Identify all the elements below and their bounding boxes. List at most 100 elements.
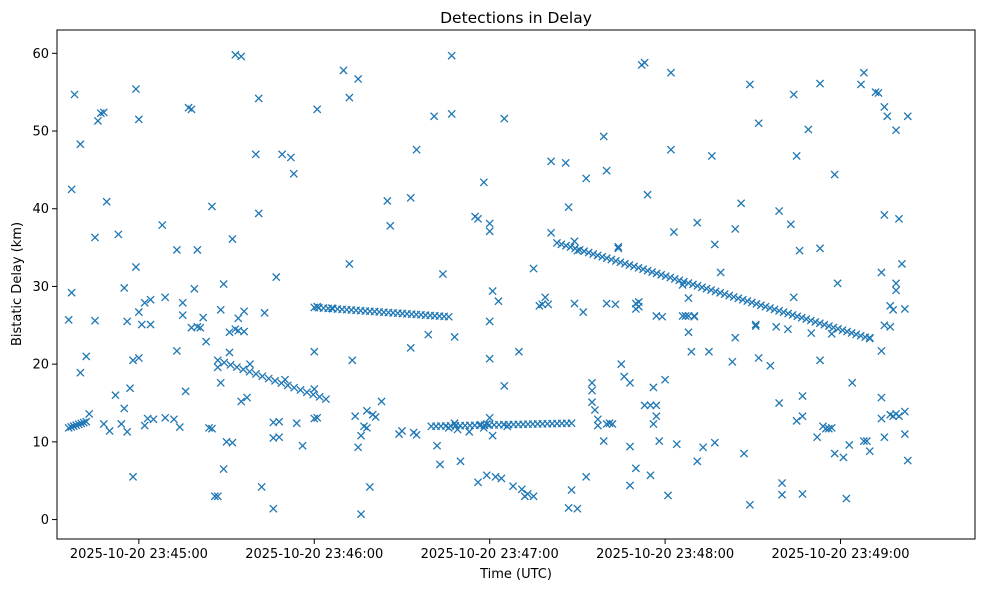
y-tick-label: 50 xyxy=(32,125,49,140)
data-point xyxy=(105,426,114,436)
data-point xyxy=(69,422,78,431)
data-point xyxy=(646,401,655,410)
data-point xyxy=(444,312,453,321)
data-point xyxy=(761,302,770,311)
data-point xyxy=(777,490,787,499)
data-point xyxy=(67,185,76,194)
data-point xyxy=(716,288,725,297)
data-point xyxy=(684,328,693,337)
data-point xyxy=(120,283,129,293)
data-point xyxy=(193,245,202,254)
data-point xyxy=(131,262,140,272)
data-point xyxy=(608,419,617,429)
data-point xyxy=(582,174,591,183)
data-point xyxy=(90,316,100,325)
data-point xyxy=(611,256,620,265)
data-point xyxy=(485,413,494,422)
data-point xyxy=(123,317,132,326)
data-point xyxy=(707,285,716,295)
data-point xyxy=(310,414,319,423)
data-point xyxy=(620,259,629,268)
data-point xyxy=(406,193,415,202)
data-point xyxy=(111,391,120,400)
data-point xyxy=(710,240,719,249)
data-point xyxy=(862,437,871,446)
data-point xyxy=(131,84,140,94)
x-tick-label: 2025-10-20 23:48:00 xyxy=(596,547,734,562)
data-point xyxy=(564,503,573,512)
data-point xyxy=(479,423,488,432)
data-point xyxy=(880,433,889,442)
data-point xyxy=(202,337,211,346)
data-point xyxy=(786,220,795,229)
data-point xyxy=(412,430,421,439)
data-point xyxy=(140,298,149,307)
data-point xyxy=(275,433,284,442)
data-point xyxy=(485,317,494,326)
data-point xyxy=(67,422,76,432)
data-point xyxy=(292,419,301,428)
data-point xyxy=(658,312,667,321)
data-point xyxy=(793,312,802,321)
data-point xyxy=(640,401,649,410)
data-point xyxy=(175,423,184,432)
data-point xyxy=(838,326,847,335)
data-point xyxy=(523,489,532,498)
data-point xyxy=(897,259,906,268)
data-point xyxy=(783,325,792,334)
data-point xyxy=(64,423,73,432)
data-point xyxy=(216,378,225,387)
data-point xyxy=(570,237,579,246)
data-point xyxy=(277,379,286,388)
data-point xyxy=(240,327,249,336)
data-point xyxy=(482,419,491,429)
data-point xyxy=(845,440,854,450)
data-point xyxy=(751,320,760,329)
data-point xyxy=(900,304,909,314)
data-point xyxy=(485,227,494,236)
data-point xyxy=(339,66,348,75)
y-tick-label: 30 xyxy=(32,280,49,295)
data-point xyxy=(473,478,483,487)
data-point xyxy=(681,311,690,321)
data-point xyxy=(482,471,491,480)
data-point xyxy=(824,424,833,433)
data-point xyxy=(843,327,852,336)
data-point xyxy=(538,300,547,309)
data-point xyxy=(544,300,553,309)
x-axis-label: Time (UTC) xyxy=(479,567,552,582)
data-point xyxy=(254,209,263,218)
data-point xyxy=(93,116,102,125)
data-point xyxy=(485,354,494,363)
data-point xyxy=(725,291,734,300)
data-point xyxy=(798,412,807,421)
data-point xyxy=(614,244,623,253)
data-point xyxy=(120,404,129,413)
data-point xyxy=(672,440,681,449)
data-point xyxy=(648,267,657,277)
data-point xyxy=(792,416,801,425)
data-point xyxy=(611,300,620,309)
data-point xyxy=(210,492,219,501)
data-point xyxy=(775,306,784,315)
data-point xyxy=(228,438,237,447)
data-point xyxy=(172,245,181,254)
data-point xyxy=(743,297,752,306)
data-point xyxy=(564,203,573,212)
data-point xyxy=(848,378,857,387)
data-point xyxy=(598,252,607,261)
data-point xyxy=(587,398,597,407)
data-point xyxy=(213,492,222,501)
data-point xyxy=(704,347,714,356)
data-point xyxy=(605,419,614,428)
data-point xyxy=(509,482,518,491)
data-point xyxy=(500,114,509,123)
data-point xyxy=(827,423,836,432)
data-point xyxy=(770,305,779,314)
data-point xyxy=(497,474,506,483)
data-point xyxy=(827,329,836,338)
data-point xyxy=(258,372,267,381)
data-point xyxy=(566,243,575,252)
data-point xyxy=(649,419,658,429)
data-point xyxy=(856,331,865,340)
